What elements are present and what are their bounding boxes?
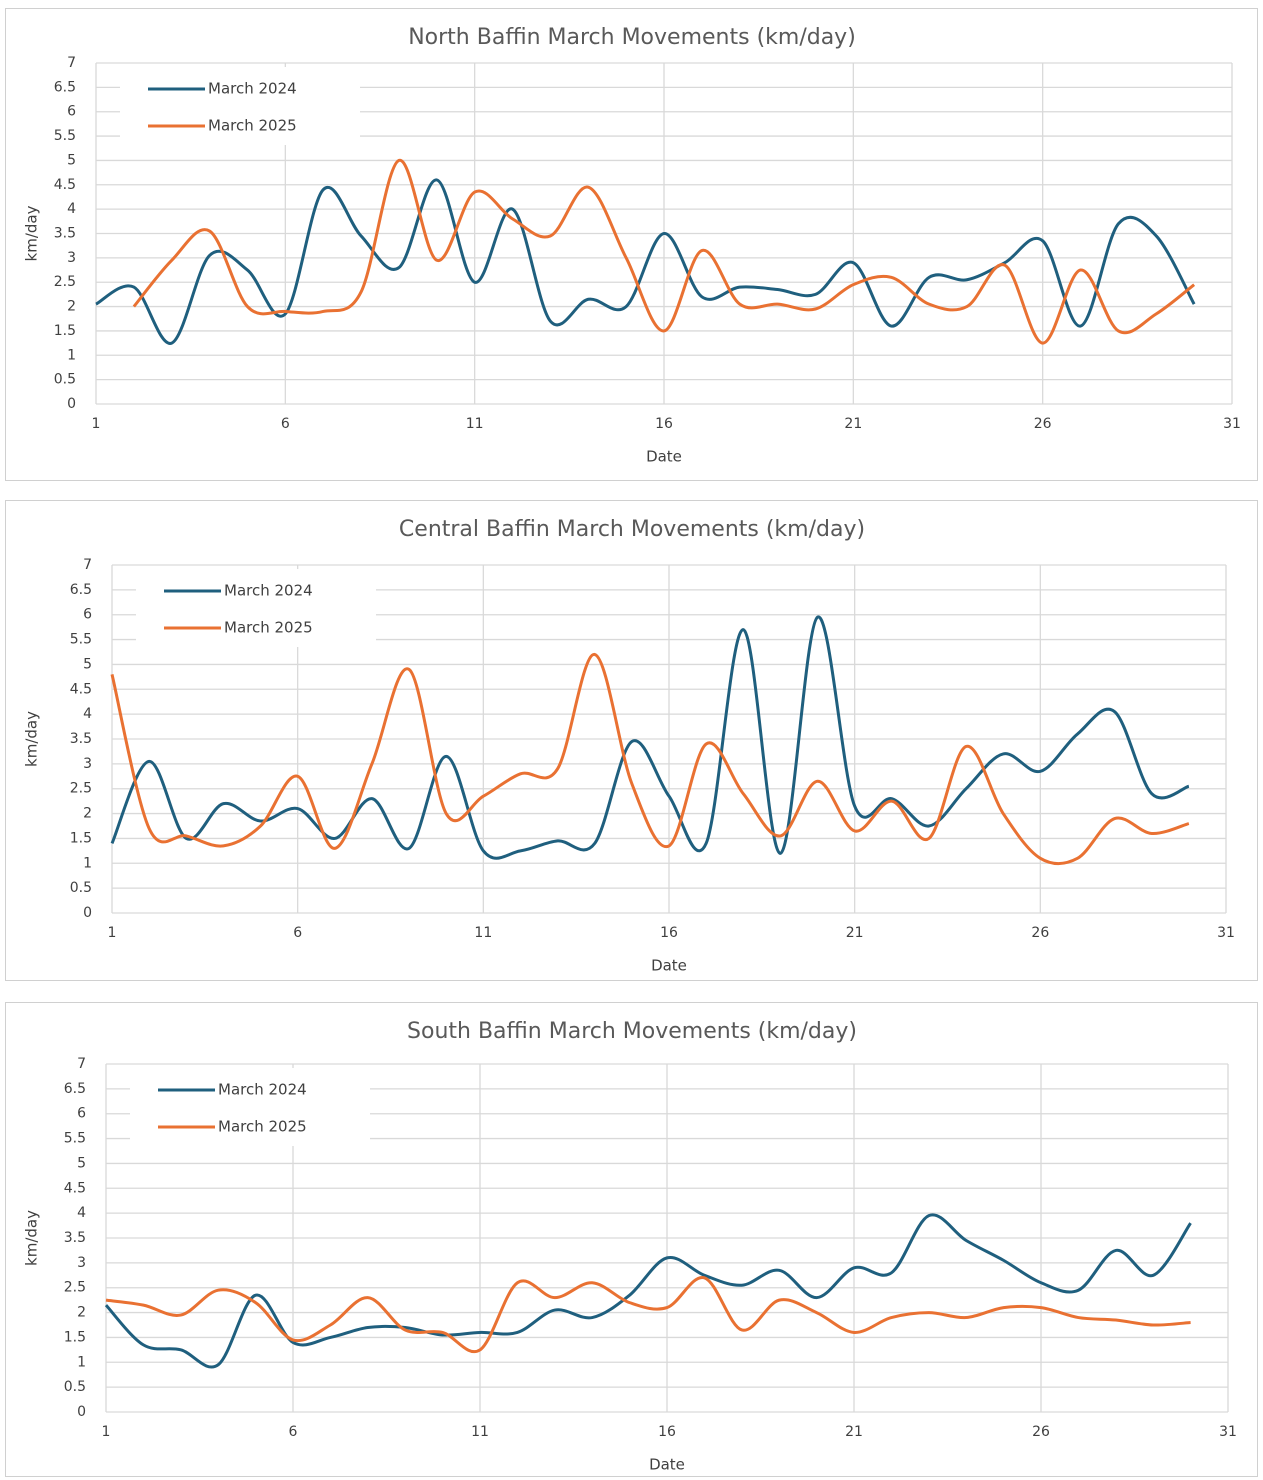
y-tick-label: 1 (83, 855, 92, 871)
y-tick-label: 5.5 (64, 1131, 86, 1147)
y-tick-label: 0 (77, 1404, 86, 1420)
y-tick-label: 6 (77, 1106, 86, 1122)
legend-box (136, 569, 376, 647)
data-line (95, 178, 1196, 345)
x-tick-label: 1 (102, 1424, 111, 1440)
x-tick-label: 26 (1031, 925, 1049, 941)
x-tick-label: 26 (1034, 416, 1052, 432)
y-tick-label: 7 (83, 557, 92, 573)
y-tick-label: 5.5 (54, 128, 76, 144)
y-tick-label: 4 (77, 1205, 86, 1221)
y-tick-label: 2 (83, 806, 92, 822)
chart-panel: 00.511.522.533.544.555.566.571 6 11 16 21 26 3… (5, 500, 1258, 981)
y-tick-label: 5 (67, 152, 76, 168)
x-tick-label: 26 (1032, 1424, 1050, 1440)
chart-panel: 00.511.522.533.544.555.566.571 6 11 16 21 26 3… (5, 8, 1258, 481)
y-tick-label: 2.5 (64, 1280, 86, 1296)
data-line (104, 1213, 1192, 1369)
x-tick-label: 31 (1219, 1424, 1237, 1440)
y-tick-label: 4.5 (70, 681, 92, 697)
y-tick-label: 6.5 (54, 79, 76, 95)
x-tick-label: 1 (92, 416, 101, 432)
x-tick-label: 1 (108, 925, 117, 941)
y-axis-label: km/day (23, 1210, 41, 1266)
y-axis-label: km/day (23, 711, 41, 767)
y-tick-label: 4 (67, 201, 76, 217)
y-tick-label: 6 (67, 104, 76, 120)
chart-title: North Baffin March Movements (km/day) (408, 25, 856, 50)
y-tick-label: 3.5 (54, 226, 76, 242)
x-tick-label: 16 (658, 1424, 676, 1440)
data-line (132, 158, 1196, 345)
y-tick-label: 2.5 (54, 274, 76, 290)
y-tick-label: 4.5 (54, 177, 76, 193)
y-tick-label: 5 (83, 656, 92, 672)
data-line (105, 1276, 1191, 1354)
x-tick-label: 6 (293, 925, 302, 941)
x-axis-label: Date (646, 448, 682, 466)
legend-label: March 2024 (208, 80, 297, 98)
y-tick-label: 0.5 (70, 880, 92, 896)
y-tick-label: 3 (67, 250, 76, 266)
y-axis-label: km/day (23, 205, 41, 261)
x-tick-label: 31 (1223, 416, 1241, 432)
y-tick-label: 3.5 (70, 731, 92, 747)
y-tick-label: 2.5 (70, 781, 92, 797)
legend-label: March 2025 (208, 117, 297, 135)
x-tick-label: 6 (281, 416, 290, 432)
y-tick-label: 4 (83, 706, 92, 722)
x-tick-label: 11 (471, 1424, 489, 1440)
legend-label: March 2025 (224, 619, 313, 637)
legend-label: March 2025 (218, 1118, 307, 1136)
y-tick-label: 1 (67, 347, 76, 363)
x-tick-label: 6 (289, 1424, 298, 1440)
y-tick-label: 6.5 (64, 1081, 86, 1097)
y-tick-label: 7 (67, 55, 76, 71)
x-tick-label: 11 (466, 416, 484, 432)
y-tick-label: 3 (77, 1255, 86, 1271)
y-tick-label: 7 (77, 1056, 86, 1072)
x-tick-label: 31 (1217, 925, 1235, 941)
x-tick-label: 16 (655, 416, 673, 432)
y-tick-label: 3 (83, 756, 92, 772)
x-axis-label: Date (651, 957, 687, 975)
y-tick-label: 4.5 (64, 1180, 86, 1196)
y-tick-label: 6.5 (70, 582, 92, 598)
y-tick-label: 2 (67, 299, 76, 315)
y-tick-label: 5.5 (70, 632, 92, 648)
data-line (110, 652, 1190, 866)
x-tick-label: 11 (474, 925, 492, 941)
legend-label: March 2024 (224, 582, 313, 600)
y-tick-label: 0 (83, 905, 92, 921)
x-tick-label: 21 (844, 416, 862, 432)
y-tick-label: 0.5 (54, 372, 76, 388)
y-tick-label: 1 (77, 1354, 86, 1370)
x-tick-label: 16 (660, 925, 678, 941)
legend-box (130, 1068, 370, 1146)
legend-box (120, 67, 360, 145)
y-tick-label: 1.5 (64, 1329, 86, 1345)
legend-label: March 2024 (218, 1081, 307, 1099)
y-tick-label: 0 (67, 396, 76, 412)
chart-title: Central Baffin March Movements (km/day) (399, 517, 865, 542)
chart-panel: 00.511.522.533.544.555.566.571 6 11 16 21 26 3… (5, 1002, 1258, 1477)
y-tick-label: 1.5 (54, 323, 76, 339)
y-tick-label: 3.5 (64, 1230, 86, 1246)
chart-title: South Baffin March Movements (km/day) (407, 1019, 857, 1044)
y-tick-label: 1.5 (70, 830, 92, 846)
x-tick-label: 21 (845, 1424, 863, 1440)
y-tick-label: 0.5 (64, 1379, 86, 1395)
y-tick-label: 6 (83, 607, 92, 623)
x-axis-label: Date (649, 1456, 685, 1474)
x-tick-label: 21 (846, 925, 864, 941)
y-tick-label: 2 (77, 1305, 86, 1321)
y-tick-label: 5 (77, 1155, 86, 1171)
